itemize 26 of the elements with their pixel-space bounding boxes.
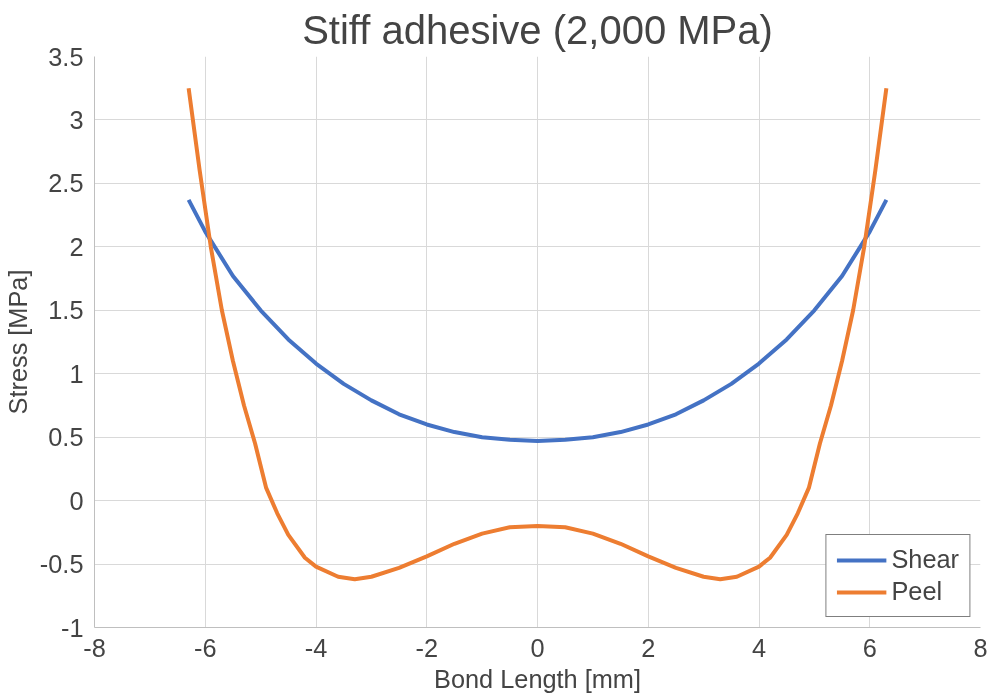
y-tick-label: -0.5 <box>39 550 84 579</box>
x-tick-label: -6 <box>193 633 217 662</box>
y-tick-label: 0 <box>69 486 84 515</box>
line-series <box>186 197 889 443</box>
x-tick-label: 0 <box>530 633 545 662</box>
chart-title: Stiff adhesive (2,000 MPa) <box>302 7 773 52</box>
y-tick-label: 0.5 <box>48 423 84 452</box>
y-tick-label: -1 <box>60 613 84 642</box>
legend-label: Shear <box>891 545 959 574</box>
y-axis-title: Stress [MPa] <box>3 269 32 415</box>
legend-label: Peel <box>891 577 943 606</box>
y-tick-label: 1.5 <box>48 296 84 325</box>
y-tick-label: 1 <box>69 359 84 388</box>
x-tick-label: 4 <box>751 633 767 662</box>
y-tick-label: 2.5 <box>48 169 84 198</box>
y-tick-label: 3 <box>69 105 84 134</box>
y-tick-label: 3.5 <box>48 42 84 71</box>
x-axis-title: Bond Length [mm] <box>434 664 641 693</box>
x-tick-label: -8 <box>83 633 106 662</box>
y-tick-label: 2 <box>69 232 84 261</box>
x-tick-label: 6 <box>862 633 877 662</box>
x-tick-label: 8 <box>973 633 988 662</box>
x-tick-label: -2 <box>415 633 439 662</box>
x-tick-label: -4 <box>304 633 328 662</box>
line-series <box>186 86 889 582</box>
x-tick-label: 2 <box>641 633 656 662</box>
